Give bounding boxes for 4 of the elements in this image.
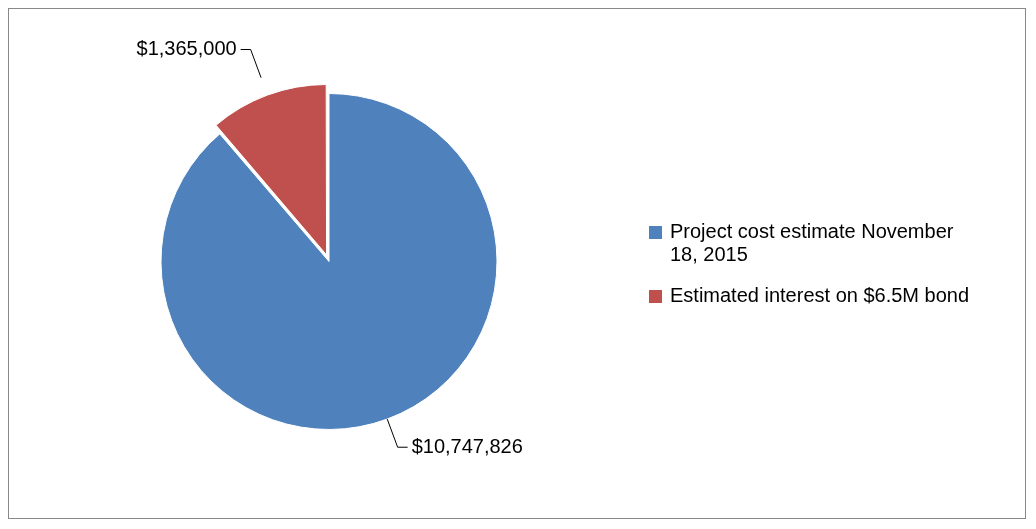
- data-label: $10,747,826: [411, 434, 523, 457]
- data-label: $1,365,000: [136, 37, 237, 60]
- legend-label: Estimated interest on $6.5M bond: [670, 284, 970, 307]
- legend-label: Project cost estimate November 18, 2015: [670, 220, 955, 266]
